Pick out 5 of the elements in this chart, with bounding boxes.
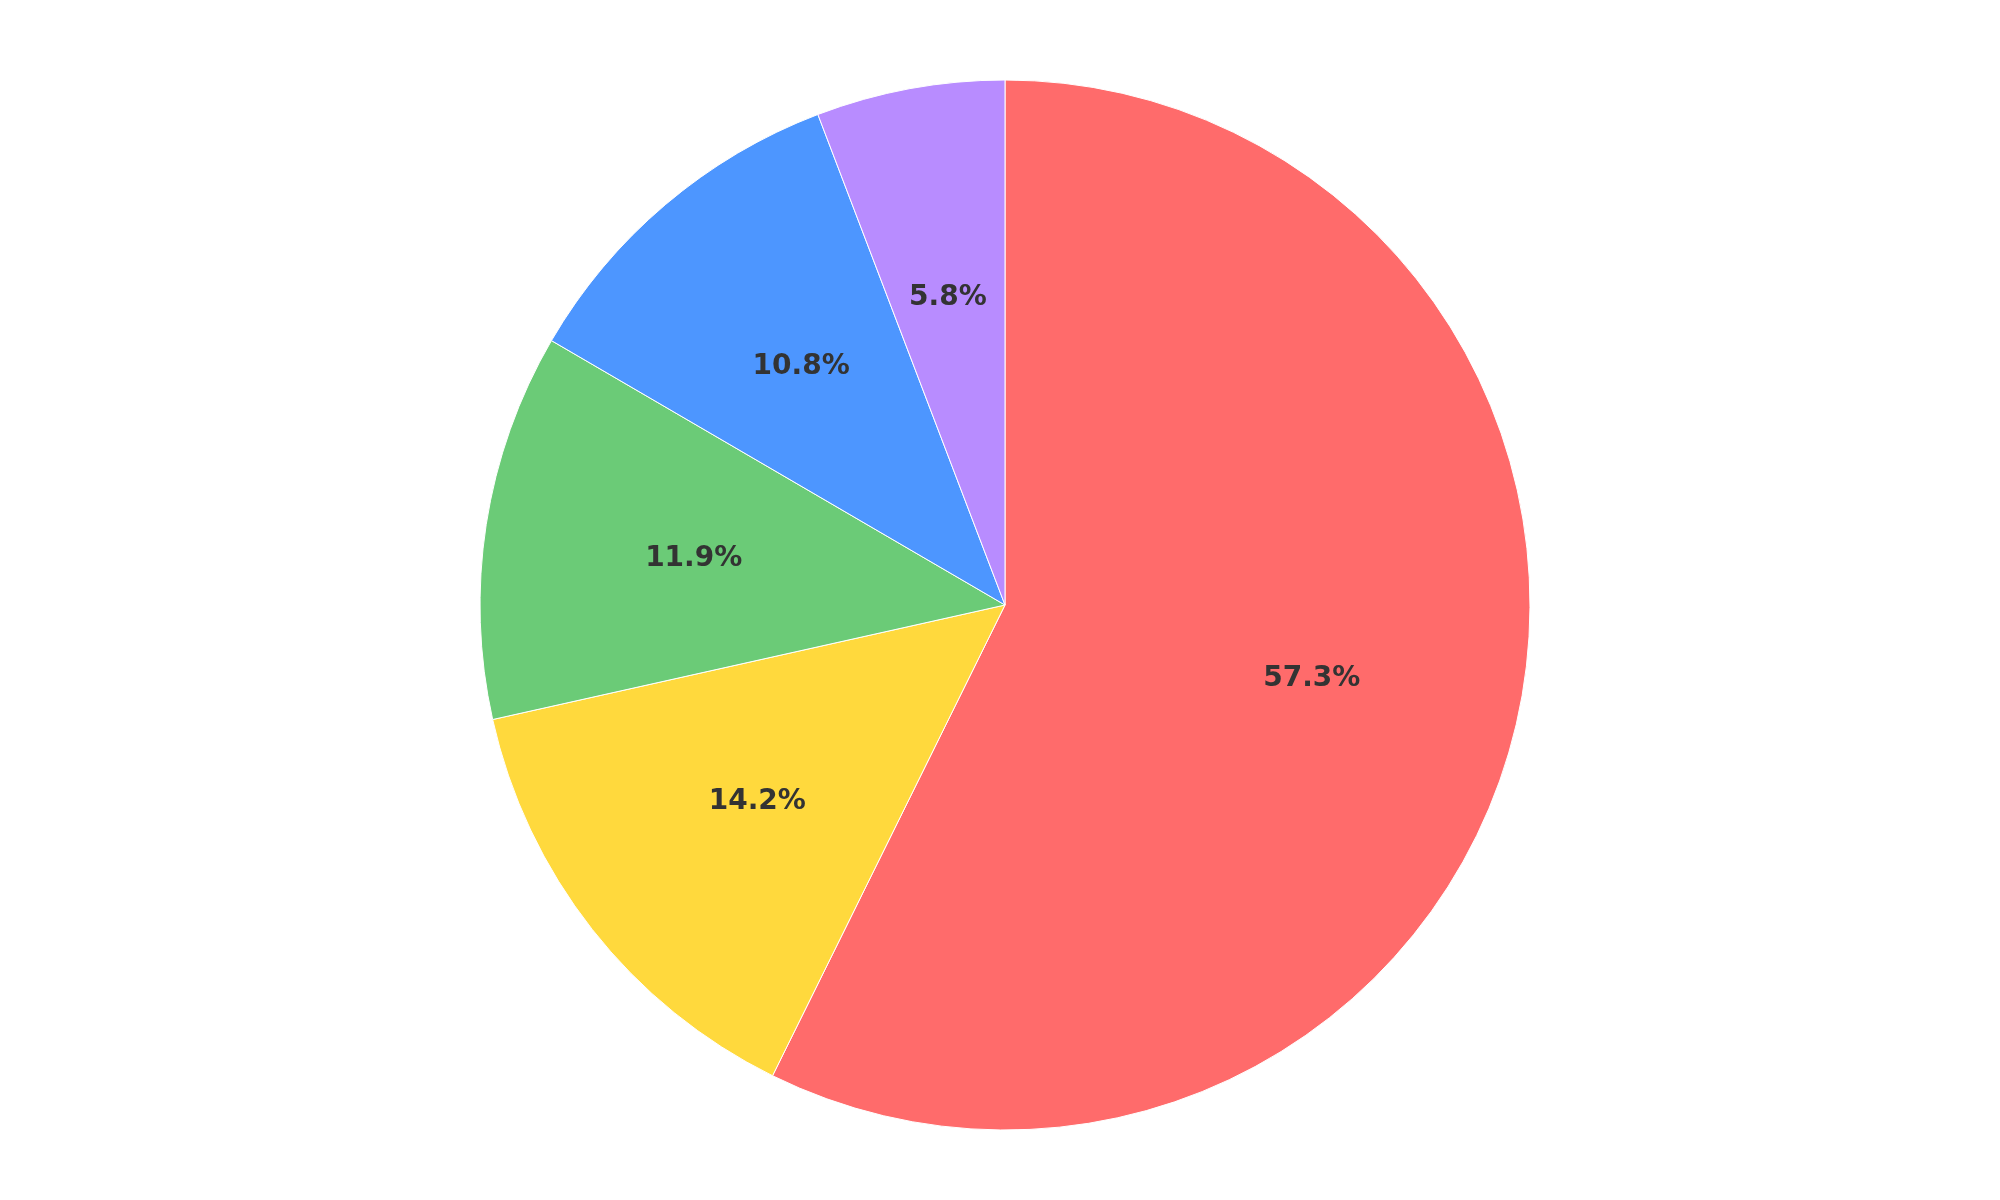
data-label: 14.2%	[708, 783, 806, 817]
data-label: 10.8%	[752, 348, 850, 382]
data-label: 5.8%	[909, 278, 987, 312]
data-label: 57.3%	[1263, 660, 1361, 694]
data-label: 11.9%	[645, 540, 743, 574]
